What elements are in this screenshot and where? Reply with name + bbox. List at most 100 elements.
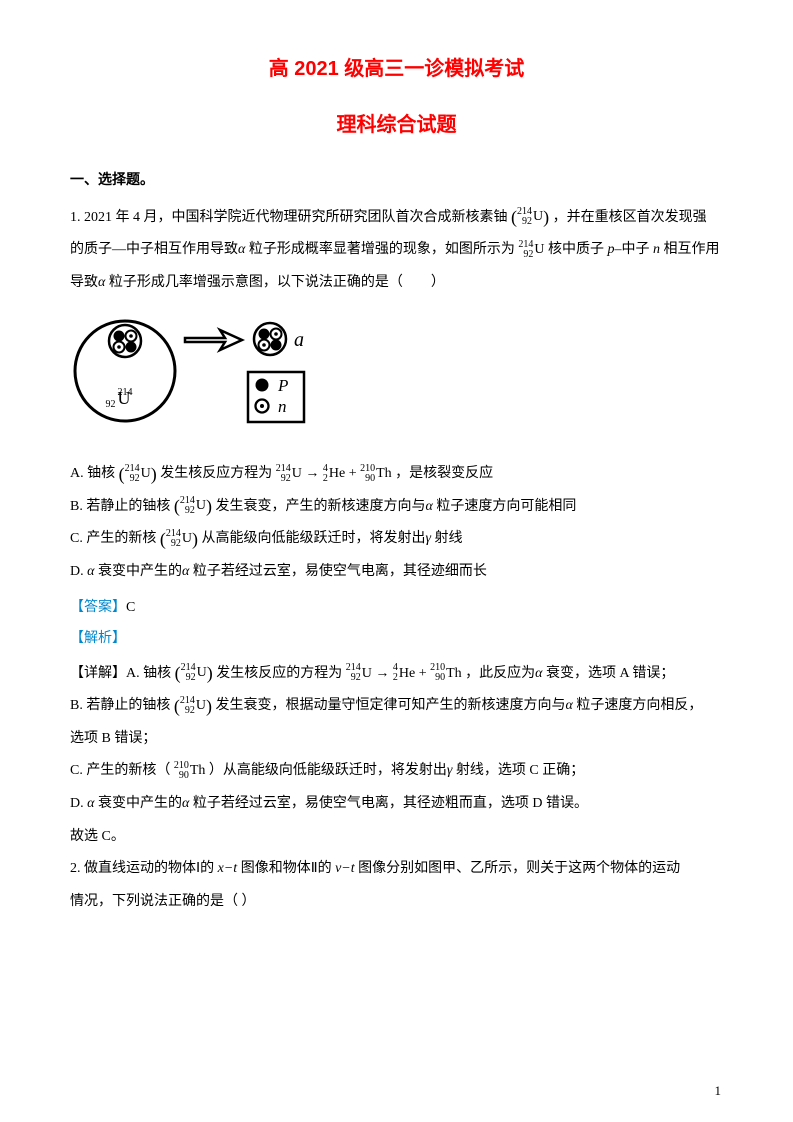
detA-a: 【详解】A. 铀核 xyxy=(70,666,171,681)
oa-sub: 92 xyxy=(125,474,140,484)
q1-optC: C. 产生的新核 (21492U) 从高能级向低能级跃迁时，将发射出γ 射线 xyxy=(70,526,723,553)
da-he-sub: 2 xyxy=(393,673,398,683)
oa-u-sub: 92 xyxy=(276,474,291,484)
da-u: 21492 xyxy=(346,663,361,683)
alpha-7: α xyxy=(565,698,572,713)
detC-th: 21090Th xyxy=(174,763,206,778)
optC-nuclide: (21492U) xyxy=(160,529,198,549)
optD-b: 衰变中产生的 xyxy=(94,564,182,579)
q1-l2c: 核中质子 xyxy=(548,242,608,257)
q1-line2: 的质子—中子相互作用导致α 粒子形成概率显著增强的现象，如图所示为 21492U… xyxy=(70,237,723,264)
oa-he: 42 xyxy=(323,464,328,484)
alpha-6: α xyxy=(535,666,542,681)
detA-d: 衰变，选项 A 错误； xyxy=(543,666,675,681)
optD-a: D. xyxy=(70,564,87,579)
da-he: 42 xyxy=(393,663,398,683)
q1-l3b: 粒子形成几率增强示意图，以下说法正确的是（ ） xyxy=(105,275,445,290)
legend-n: n xyxy=(278,397,287,416)
db-sym: U xyxy=(196,699,206,713)
detC-a: C. 产生的新核（ xyxy=(70,763,170,778)
dc-th-sym: Th xyxy=(190,763,206,778)
q1-detailB2: 选项 B 错误； xyxy=(70,726,723,753)
detB-nuclide: (21492U) xyxy=(174,696,212,716)
q1-diagram: 21492U a P n xyxy=(70,306,723,447)
optB-nuclide: (21492U) xyxy=(174,496,212,516)
page-number: 1 xyxy=(715,1079,722,1104)
q1-l3a: 导致 xyxy=(70,275,98,290)
detA-b: 发生核反应的方程为 xyxy=(216,666,342,681)
optB-a: B. 若静止的铀核 xyxy=(70,499,170,514)
q1-intro-a: 1. 2021 年 4 月，中国科学院近代物理研究所研究团队首次合成新核素铀 xyxy=(70,210,508,225)
diagram-alpha-label: a xyxy=(294,329,304,351)
vt: v−t xyxy=(335,861,355,876)
q1-line3: 导致α 粒子形成几率增强示意图，以下说法正确的是（ ） xyxy=(70,270,723,297)
u-sym-2: U xyxy=(534,242,544,257)
q1-line1: 1. 2021 年 4 月，中国科学院近代物理研究所研究团队首次合成新核素铀 (… xyxy=(70,205,723,232)
q2-line1: 2. 做直线运动的物体Ⅰ的 x−t 图像和物体Ⅱ的 v−t 图像分别如图甲、乙所… xyxy=(70,856,723,883)
q1-detailB: B. 若静止的铀核 (21492U) 发生衰变，根据动量守恒定律可知产生的新核速… xyxy=(70,693,723,720)
oa-sym: U xyxy=(141,467,151,481)
n-var: n xyxy=(653,242,660,257)
q1-detailC: C. 产生的新核（ 21090Th ）从高能级向低能级跃迁时，将发射出γ 射线，… xyxy=(70,758,723,785)
oa-u-sym: U xyxy=(292,466,302,481)
oa-u: 21492 xyxy=(276,464,291,484)
u214-inline: 21492 xyxy=(518,240,533,260)
optC-b: 从高能级向低能级跃迁时，将发射出 xyxy=(201,531,425,546)
da-th-sym: Th xyxy=(446,666,462,681)
optB-b: 发生衰变，产生的新核速度方向与 xyxy=(215,499,425,514)
diagram-u-label: 21492U xyxy=(106,387,133,410)
ob-sub: 92 xyxy=(180,506,195,516)
q1-optB: B. 若静止的铀核 (21492U) 发生衰变，产生的新核速度方向与α 粒子速度… xyxy=(70,494,723,521)
detA-c: ，此反应为 xyxy=(465,666,535,681)
u-sym: U xyxy=(533,210,543,224)
answer-val: C xyxy=(126,600,135,615)
optA-c: ，是核裂变反应 xyxy=(395,466,493,481)
detC-b: ）从高能级向低能级跃迁时，将发射出 xyxy=(209,763,447,778)
db-sub: 92 xyxy=(180,706,195,716)
optA-a: A. 铀核 xyxy=(70,466,115,481)
detD-a: D. xyxy=(70,796,87,811)
q2-l1a: 2. 做直线运动的物体Ⅰ的 xyxy=(70,861,218,876)
q1-detailD: D. α 衰变中产生的α 粒子若经过云室，易使空气电离，其径迹粗而直，选项 D … xyxy=(70,791,723,818)
q1-l2e: –中子 xyxy=(614,242,653,257)
q1-intro-b: ，并在重核区首次发现强 xyxy=(553,210,707,225)
da-th: 21090 xyxy=(430,663,445,683)
he-sub: 2 xyxy=(323,474,328,484)
optC-c: 射线 xyxy=(431,531,463,546)
nuclide-u214-paren: (21492U) xyxy=(511,207,549,227)
section-heading: 一、选择题。 xyxy=(70,166,723,193)
th-sub: 90 xyxy=(360,474,375,484)
optC-a: C. 产生的新核 xyxy=(70,531,156,546)
q2-line2: 情况，下列说法正确的是（ ） xyxy=(70,889,723,916)
q1-optD: D. α 衰变中产生的α 粒子若经过云室，易使空气电离，其径迹细而长 xyxy=(70,559,723,586)
oc-sub: 92 xyxy=(166,539,181,549)
q1-l2b: 粒子形成概率显著增强的现象，如图所示为 xyxy=(245,242,515,257)
da-sym: U xyxy=(197,666,207,680)
page-title-1: 高 2021 级高三一诊模拟考试 xyxy=(70,50,723,88)
oa-th: 21090 xyxy=(360,464,375,484)
xt: x−t xyxy=(218,861,238,876)
q1-analysis-label: 【解析】 xyxy=(70,626,723,653)
dc-th-sub: 90 xyxy=(174,771,189,781)
detC-c: 射线，选项 C 正确； xyxy=(452,763,584,778)
detB-a: B. 若静止的铀核 xyxy=(70,698,170,713)
da-u-sub: 92 xyxy=(346,673,361,683)
q2-l1b: 图像和物体Ⅱ的 xyxy=(237,861,335,876)
q1-answer: 【答案】C xyxy=(70,595,723,622)
oc-sym: U xyxy=(182,532,192,546)
da-he-sym: He xyxy=(399,666,415,681)
optD-c: 粒子若经过云室，易使空气电离，其径迹细而长 xyxy=(189,564,487,579)
th-sym: Th xyxy=(376,466,392,481)
ob-sym: U xyxy=(196,499,206,513)
detA-nuclide: (21492U) xyxy=(175,663,213,683)
page-title-2: 理科综合试题 xyxy=(70,106,723,144)
detB-c: 粒子速度方向相反， xyxy=(573,698,703,713)
da-th-sub: 90 xyxy=(430,673,445,683)
legend-p: P xyxy=(277,376,288,395)
u-sub: 92 xyxy=(517,217,532,227)
optA-nuclide: (21492U) xyxy=(119,464,157,484)
detB-b: 发生衰变，根据动量守恒定律可知产生的新核速度方向与 xyxy=(215,698,565,713)
nuclear-diagram-svg: 21492U a P n xyxy=(70,306,350,436)
da-u-sym: U xyxy=(362,666,372,681)
optB-c: 粒子速度方向可能相同 xyxy=(433,499,577,514)
